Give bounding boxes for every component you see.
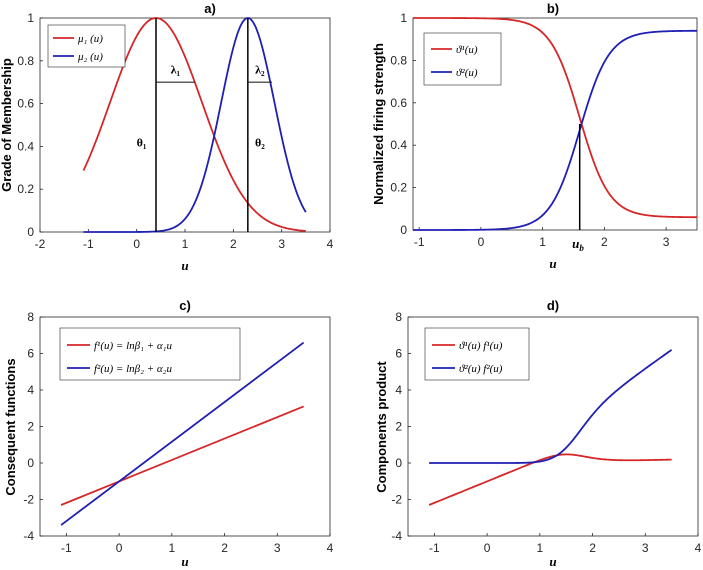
a-xtick-label: 3 xyxy=(278,237,285,251)
b-ytick-label: 0.6 xyxy=(390,96,407,110)
panel-a-annotation-2: λ₂ xyxy=(255,63,265,77)
a-ytick-label: 0.2 xyxy=(17,182,34,196)
panel-c-xlabel: u xyxy=(181,554,188,569)
panel-a-ylabel: Grade of Membership xyxy=(0,58,14,192)
d-xtick-label: 1 xyxy=(536,541,543,555)
panel-b-title: b) xyxy=(547,1,559,16)
b-xtick-label: 1 xyxy=(539,235,546,249)
panel-a-title: a) xyxy=(204,1,216,16)
d-xtick-label: -1 xyxy=(429,541,440,555)
panel-b-ylabel: Normalized firing strength xyxy=(371,43,386,205)
a-ytick-label: 0.6 xyxy=(17,97,34,111)
c-ytick-label: 2 xyxy=(27,420,34,434)
panel-d-curve-2 xyxy=(429,349,673,464)
b-ytick-label: 0 xyxy=(400,223,407,237)
panel-d-legend-p2: ϑ²(u) f²(u) xyxy=(459,363,503,375)
panel-b: b) -1 0 1 2 3 0 0.2 0.4 0.6 0.8 1 Normalized firin… xyxy=(371,1,698,271)
panel-a-legend: μ₁ (u) μ₂ (u) xyxy=(47,24,126,68)
panel-d-curve-1 xyxy=(428,453,672,506)
c-ytick-label: -2 xyxy=(23,493,34,507)
b-xtick-label: 3 xyxy=(663,235,670,249)
b-ytick-label: 0.4 xyxy=(390,138,407,152)
c-xtick-label: -1 xyxy=(61,541,72,555)
d-ytick-label: 2 xyxy=(395,420,402,434)
panel-b-legend-theta2: ϑ²(u) xyxy=(456,67,478,79)
d-ytick-label: 8 xyxy=(395,310,402,324)
panel-a-curve-2 xyxy=(83,17,307,233)
panel-a-xlabel: u xyxy=(181,258,188,273)
panel-c-ylabel: Consequent functions xyxy=(3,358,18,495)
a-xtick-label: -1 xyxy=(83,237,94,251)
a-xtick-label: 1 xyxy=(182,237,189,251)
panel-b-legend: ϑ¹(u) ϑ²(u) xyxy=(423,32,502,86)
panel-d-ylabel: Components product xyxy=(374,361,389,493)
panel-a-annotation-1: λ₁ xyxy=(171,63,181,77)
c-ytick-label: 6 xyxy=(27,347,34,361)
panel-a: a) -2 -1 0 1 2 3 4 0 0.2 0.4 0.6 0.8 1 λ₁ λ₂ θ₁ θ₂ Grad… xyxy=(0,1,334,273)
c-xtick-label: 3 xyxy=(274,541,281,555)
panel-c-legend-f1: f¹(u) = lnβ₁ + α₁u xyxy=(94,340,172,352)
c-ytick-label: -4 xyxy=(23,529,34,543)
d-ytick-label: 4 xyxy=(395,383,402,397)
panel-b-axes-box xyxy=(412,17,698,231)
panel-d-title: d) xyxy=(547,298,559,313)
d-xtick-label: 3 xyxy=(642,541,649,555)
a-ytick-label: 0 xyxy=(27,225,34,239)
b-ytick-label: 1 xyxy=(400,11,407,25)
a-ytick-label: 0.8 xyxy=(17,54,34,68)
a-ytick-label: 0.4 xyxy=(17,139,34,153)
panel-d: d) -1 0 1 2 3 4 -4 -2 0 2 4 6 8 Components product u… xyxy=(374,298,702,569)
panel-a-curve-1 xyxy=(82,17,306,232)
a-xtick-label: 0 xyxy=(133,237,140,251)
d-xtick-label: 2 xyxy=(589,541,596,555)
panel-c-line-2 xyxy=(60,341,305,526)
panel-b-legend-theta1: ϑ¹(u) xyxy=(456,44,478,56)
panel-c-line-1 xyxy=(60,405,304,506)
c-ytick-label: 8 xyxy=(27,310,34,324)
a-xtick-label: 2 xyxy=(230,237,237,251)
panel-a-annotation-4: θ₂ xyxy=(255,135,265,149)
a-xtick-label: -2 xyxy=(35,237,46,251)
c-ytick-label: 0 xyxy=(27,456,34,470)
panel-c-legend-f2: f²(u) = lnβ₂ + α₂u xyxy=(94,363,172,375)
d-ytick-label: 0 xyxy=(395,456,402,470)
b-xtick-label: 0 xyxy=(478,235,485,249)
a-ytick-label: 1 xyxy=(27,11,34,25)
c-xtick-label: 0 xyxy=(116,541,123,555)
panel-c: c) -1 0 1 2 3 4 -4 -2 0 2 4 6 8 Consequent functions… xyxy=(3,298,334,569)
panel-b-curve-1 xyxy=(413,17,698,219)
a-xtick-label: 4 xyxy=(327,237,334,251)
c-ytick-label: 4 xyxy=(27,383,34,397)
panel-b-curve-2 xyxy=(413,29,698,231)
d-ytick-label: -2 xyxy=(391,493,402,507)
panel-d-legend-p1: ϑ¹(u) f¹(u) xyxy=(459,340,503,352)
panel-a-annotation-3: θ₁ xyxy=(137,135,147,149)
panel-a-legend-mu1: μ₁ (u) xyxy=(77,33,103,45)
c-xtick-label: 2 xyxy=(221,541,228,555)
panel-b-ub-label: ub xyxy=(572,236,584,253)
d-ytick-label: -4 xyxy=(391,529,402,543)
panel-c-legend: f¹(u) = lnβ₁ + α₁u f²(u) = lnβ₂ + α₂u xyxy=(59,327,241,381)
d-xtick-label: 4 xyxy=(695,541,702,555)
b-xtick-label: -1 xyxy=(414,235,425,249)
c-xtick-label: 4 xyxy=(327,541,334,555)
panel-d-legend: ϑ¹(u) f¹(u) ϑ²(u) f²(u) xyxy=(424,327,530,381)
d-xtick-label: 0 xyxy=(484,541,491,555)
b-ytick-label: 0.8 xyxy=(390,53,407,67)
b-xtick-label: 2 xyxy=(601,235,608,249)
c-xtick-label: 1 xyxy=(168,541,175,555)
panel-c-title: c) xyxy=(179,298,191,313)
panel-a-legend-mu2: μ₂ (u) xyxy=(77,51,103,63)
b-ytick-label: 0.2 xyxy=(390,181,407,195)
panel-d-xlabel: u xyxy=(549,554,556,569)
panel-b-xlabel: u xyxy=(549,256,556,271)
d-ytick-label: 6 xyxy=(395,347,402,361)
